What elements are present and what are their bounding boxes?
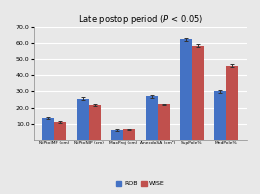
Bar xyxy=(146,96,158,140)
Bar xyxy=(226,66,238,140)
Title: Late postop period ($\it{P}$ < 0.05): Late postop period ($\it{P}$ < 0.05) xyxy=(78,13,203,26)
Bar xyxy=(214,91,226,140)
Legend: ROB, WISE: ROB, WISE xyxy=(113,178,167,189)
Bar xyxy=(89,105,101,140)
Bar xyxy=(123,129,135,140)
Bar xyxy=(77,99,89,140)
Bar xyxy=(158,104,170,140)
Bar xyxy=(111,130,123,140)
Bar xyxy=(180,39,192,140)
Bar xyxy=(54,122,67,140)
Bar xyxy=(42,118,54,140)
Bar xyxy=(192,46,204,140)
